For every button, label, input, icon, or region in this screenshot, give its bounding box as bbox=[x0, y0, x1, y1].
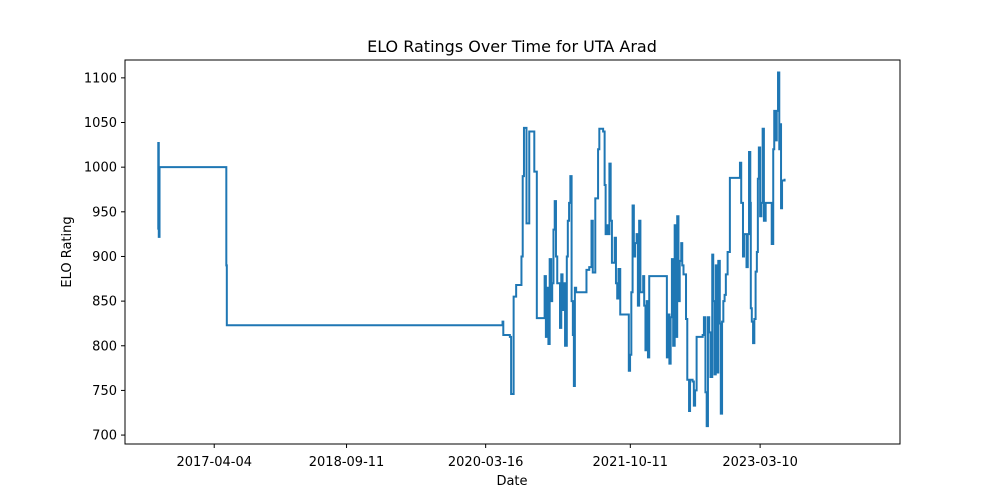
y-tick-label: 750 bbox=[92, 384, 117, 399]
x-tick-label: 2017-04-04 bbox=[176, 455, 252, 470]
series-layer bbox=[157, 71, 786, 428]
chart-title: ELO Ratings Over Time for UTA Arad bbox=[367, 37, 657, 56]
x-axis: 2017-04-04 2018-09-11 2020-03-16 2021-10-11… bbox=[176, 444, 798, 470]
y-tick-label: 1050 bbox=[84, 116, 117, 131]
y-tick-label: 950 bbox=[92, 205, 117, 220]
plot-frame bbox=[124, 59, 901, 445]
y-axis-label: ELO Rating bbox=[60, 216, 75, 287]
x-tick-label: 2020-03-16 bbox=[448, 455, 524, 470]
y-tick-label: 1000 bbox=[84, 161, 117, 176]
x-tick-label: 2018-09-11 bbox=[309, 455, 385, 470]
y-tick-label: 900 bbox=[92, 250, 117, 265]
y-tick-label: 1100 bbox=[84, 71, 117, 86]
x-axis-label: Date bbox=[496, 474, 527, 489]
y-tick-label: 850 bbox=[92, 295, 117, 310]
plot-area bbox=[125, 60, 900, 444]
y-tick-label: 800 bbox=[92, 339, 117, 354]
y-tick-label: 700 bbox=[92, 429, 117, 444]
series-line-0 bbox=[157, 71, 786, 428]
x-tick-label: 2021-10-11 bbox=[593, 455, 669, 470]
x-tick-label: 2023-03-10 bbox=[722, 455, 798, 470]
y-axis: 700 750 800 850 900 950 1000 1050 1100 bbox=[84, 71, 125, 444]
